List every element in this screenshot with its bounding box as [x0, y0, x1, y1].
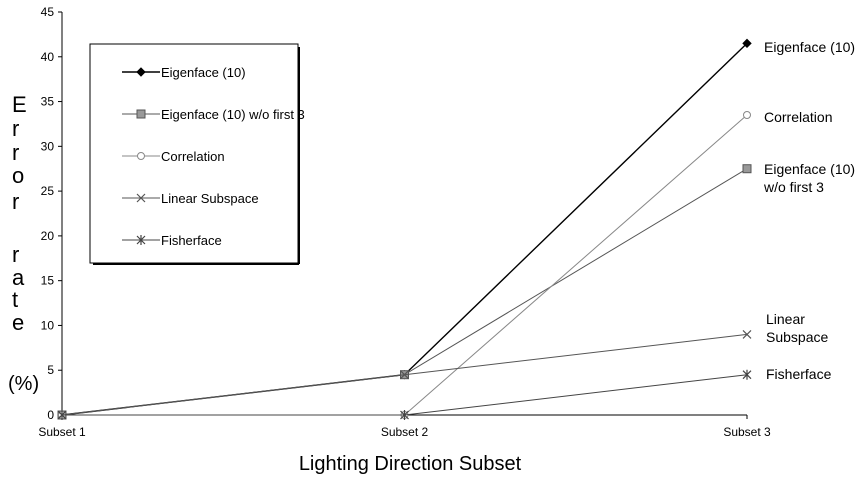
x-axis-label: Lighting Direction Subset — [299, 453, 522, 475]
data-point-fisherface — [400, 410, 409, 420]
data-point-linear-subspace — [400, 370, 409, 380]
data-point-fisherface — [57, 410, 67, 420]
y-axis-label-letter: a — [12, 265, 25, 290]
legend-label: Eigenface (10) — [161, 65, 246, 80]
y-axis-label-letter: t — [12, 287, 18, 312]
legend-label: Fisherface — [161, 233, 222, 248]
y-tick-label: 10 — [41, 318, 55, 332]
y-axis-label-letter: r — [12, 140, 19, 165]
series-lines — [57, 38, 752, 420]
end-label: Subspace — [766, 329, 828, 345]
legend-label: Eigenface (10) w/o first 3 — [161, 107, 305, 122]
y-axis-label-letter: E — [12, 92, 27, 117]
y-axis-label-letter: (%) — [8, 373, 39, 395]
y-axis-label-letter: r — [12, 116, 19, 141]
y-axis-label-letter: r — [12, 189, 19, 214]
legend-marker — [136, 193, 146, 203]
y-axis-label-letter: o — [12, 163, 24, 188]
end-label: Linear — [766, 311, 805, 327]
y-axis-label-letter: e — [12, 310, 24, 335]
y-tick-label: 15 — [41, 274, 55, 288]
y-tick-label: 20 — [41, 229, 55, 243]
y-tick-label: 35 — [41, 95, 55, 109]
legend-marker — [136, 67, 146, 77]
legend-marker — [137, 152, 145, 160]
data-point-eigenface-10 — [742, 38, 752, 49]
y-tick-label: 30 — [41, 139, 55, 153]
legend-box — [89, 43, 299, 264]
data-point-linear-subspace — [742, 329, 752, 339]
legend: Eigenface (10) Eigenface (10) w/o first 3… — [89, 43, 305, 265]
end-label: w/o first 3 — [763, 179, 824, 195]
end-label: Fisherface — [766, 366, 832, 382]
y-tick-label: 5 — [47, 363, 54, 377]
legend-marker — [136, 235, 146, 245]
series-line-fisherface — [62, 374, 748, 416]
x-tick-label: Subset 3 — [723, 425, 771, 439]
legend-marker — [136, 109, 146, 119]
data-point-correlation — [743, 110, 751, 119]
y-ticks: 0 5 10 15 20 25 30 35 40 45 — [41, 5, 62, 422]
data-point-eigenface-10-w-o-first-3 — [742, 164, 752, 174]
legend-label: Linear Subspace — [161, 191, 259, 206]
data-point-fisherface — [742, 369, 752, 380]
y-tick-label: 25 — [41, 184, 55, 198]
y-tick-label: 40 — [41, 50, 55, 64]
end-label: Correlation — [764, 109, 832, 125]
y-tick-label: 45 — [41, 5, 55, 19]
end-labels: Eigenface (10) Eigenface (10) w/o first 3 C… — [763, 39, 855, 382]
x-tick-label: Subset 1 — [38, 425, 86, 439]
x-tick-label: Subset 2 — [381, 425, 429, 439]
y-axis-label-letter: r — [12, 242, 19, 267]
end-label: Eigenface (10) — [764, 161, 855, 177]
y-tick-label: 0 — [47, 408, 54, 422]
legend-label: Correlation — [161, 149, 225, 164]
end-label: Eigenface (10) — [764, 39, 855, 55]
